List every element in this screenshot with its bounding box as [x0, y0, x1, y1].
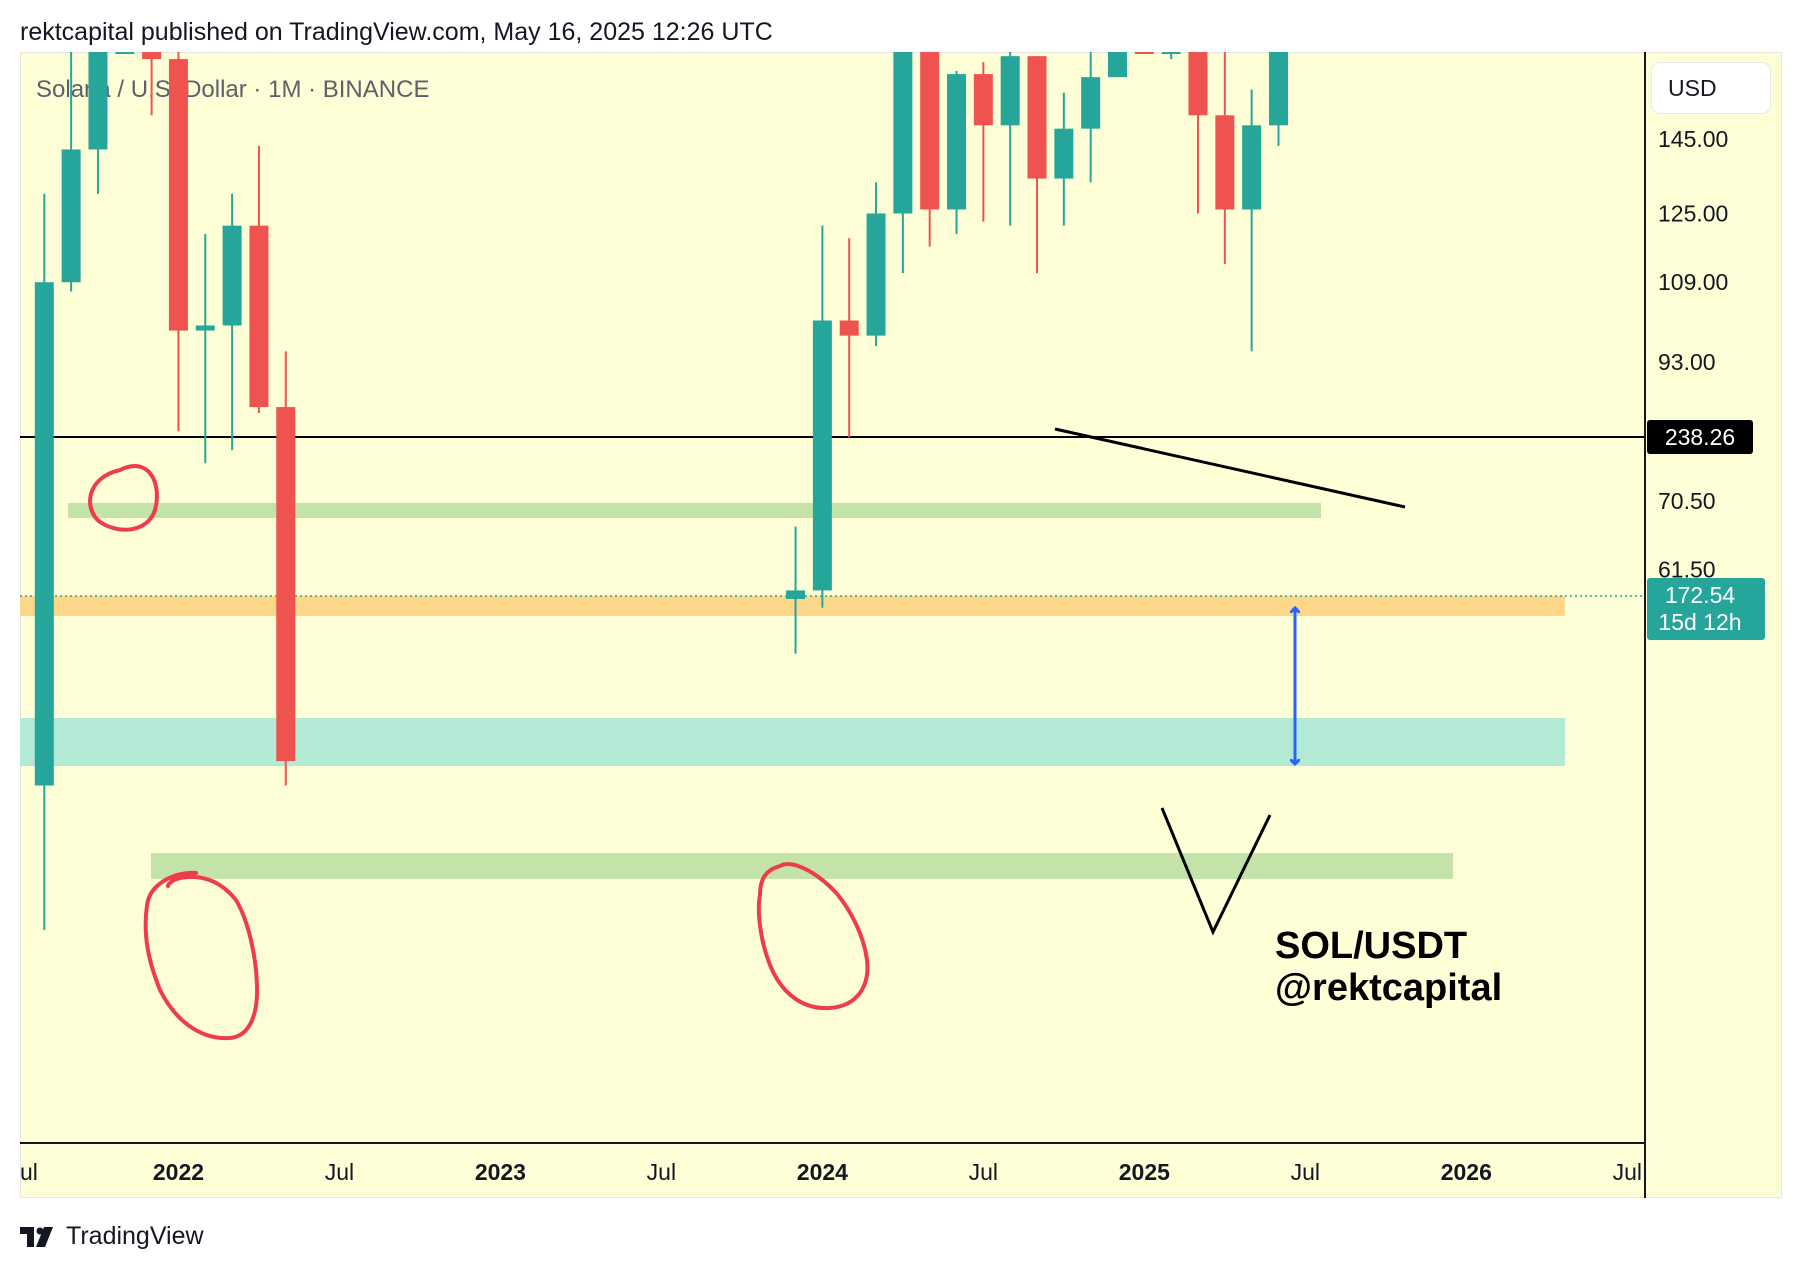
- red-markers: [88, 464, 870, 1041]
- candle-up: [88, 52, 108, 150]
- candle-up: [947, 74, 967, 210]
- price-tick-label: 195.00: [1658, 0, 1728, 3]
- zone-orange: [20, 596, 1565, 616]
- annotation-line2: @rektcapital: [1275, 967, 1502, 1009]
- tv-logo-icon: [20, 1226, 53, 1247]
- resistance-price-label: 238.26: [1647, 420, 1753, 454]
- candle-up: [812, 320, 832, 591]
- candle-up: [115, 52, 135, 54]
- candle-down: [920, 52, 940, 210]
- zone-green-upper: [68, 503, 1321, 518]
- last-price-label: 172.54 15d 12h: [1647, 578, 1765, 640]
- time-tick-month: ul: [20, 1159, 38, 1185]
- candle-up: [1242, 125, 1262, 210]
- candle-down: [168, 59, 188, 331]
- candle-down: [1027, 56, 1047, 179]
- candle-up: [866, 213, 886, 336]
- tradingview-wordmark: TradingView: [66, 1222, 204, 1250]
- candle-down: [839, 320, 859, 336]
- candle-down: [249, 225, 269, 408]
- last-price-text: 172.54: [1665, 582, 1736, 608]
- candle-down: [1188, 52, 1208, 116]
- candle-up: [1081, 77, 1101, 129]
- candle-up: [34, 282, 54, 786]
- price-tick-label: 109.00: [1658, 269, 1728, 295]
- candle-up: [1268, 52, 1288, 126]
- candles: [34, 52, 1288, 930]
- zone-teal: [20, 718, 1565, 766]
- time-tick-year: 2022: [153, 1159, 204, 1185]
- candle-down: [1215, 115, 1235, 210]
- trendline: [1054, 427, 1406, 509]
- time-tick-month: Jul: [969, 1159, 998, 1185]
- countdown-text: 15d 12h: [1658, 609, 1741, 635]
- price-tick-label: 125.00: [1658, 200, 1728, 226]
- time-tick-month: Jul: [325, 1159, 354, 1185]
- time-tick-year: 2026: [1441, 1159, 1492, 1185]
- marker-circle-top: [88, 464, 159, 532]
- candle-down: [1134, 52, 1154, 54]
- tradingview-logo[interactable]: TradingView: [20, 1222, 204, 1251]
- publish-info: rektcapital published on TradingView.com…: [20, 18, 773, 46]
- time-tick-month: Jul: [647, 1159, 676, 1185]
- time-tick-year: 2025: [1119, 1159, 1170, 1185]
- chart-pane[interactable]: [20, 52, 1782, 1198]
- candle-up: [893, 52, 913, 214]
- v-shape: [1160, 807, 1272, 936]
- price-tick-label: 145.00: [1658, 126, 1728, 152]
- price-axis[interactable]: 405.00345.00305.00265.00225.00195.00145.…: [1658, 0, 1728, 583]
- time-tick-year: 2024: [797, 1159, 848, 1185]
- candle-up: [1054, 128, 1074, 179]
- resistance-price-text: 238.26: [1665, 424, 1735, 450]
- candle-up: [1161, 52, 1181, 54]
- price-tick-label: 93.00: [1658, 349, 1716, 375]
- candle-down: [973, 74, 993, 126]
- time-tick-month: Jul: [1291, 1159, 1320, 1185]
- candle-up: [1108, 52, 1127, 78]
- zones: [20, 503, 1565, 879]
- candle-up: [1000, 56, 1020, 126]
- marker-loop-2022: [143, 870, 260, 1041]
- time-tick-year: 2023: [475, 1159, 526, 1185]
- currency-button[interactable]: USD: [1652, 63, 1770, 113]
- candle-up: [195, 325, 215, 331]
- annotation-line1: SOL/USDT: [1275, 925, 1467, 967]
- time-axis[interactable]: ul 2022 Jul 2023 Jul 2024 Jul 2025 Jul 2026 Jul: [20, 1159, 1642, 1185]
- price-tick-label: 70.50: [1658, 488, 1716, 514]
- candle-up: [222, 225, 242, 326]
- time-tick-month: Jul: [1613, 1159, 1642, 1185]
- candle-down: [276, 407, 296, 762]
- candle-down: [142, 52, 162, 60]
- marker-loop-2024: [756, 862, 870, 1011]
- candle-up: [786, 590, 806, 599]
- candle-up: [61, 149, 81, 283]
